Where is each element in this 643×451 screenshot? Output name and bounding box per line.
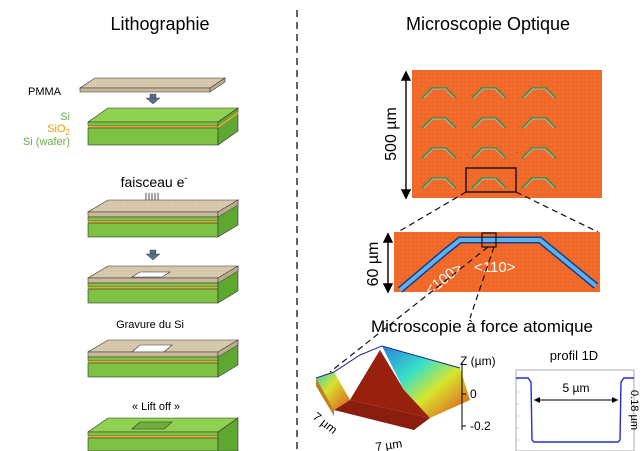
optical-title: Microscopie Optique bbox=[406, 14, 570, 34]
profile-width-label: 5 µm bbox=[563, 381, 590, 395]
scale-bar-60um bbox=[382, 232, 394, 294]
wafer-stack-exposure bbox=[86, 199, 240, 238]
afm-title: Microscopie à force atomique bbox=[371, 317, 593, 336]
scale-bar-500um bbox=[400, 70, 412, 200]
layer-label-wafer: Si (wafer) bbox=[23, 136, 70, 148]
pmma-sheet bbox=[79, 77, 226, 93]
wafer-stack-initial bbox=[87, 107, 239, 146]
direction-label-110: <110> bbox=[474, 259, 516, 276]
etch-label: Gravure du Si bbox=[116, 319, 184, 331]
layer-label-si: Si bbox=[60, 111, 70, 123]
lithography-title: Lithographie bbox=[110, 14, 209, 34]
pmma-label: PMMA bbox=[28, 86, 62, 98]
afm-z-tick-0: 0 bbox=[470, 387, 477, 401]
afm-3d-surface bbox=[315, 345, 470, 430]
zoom-line-afm-left bbox=[329, 246, 489, 373]
zoom-lines-optical bbox=[397, 191, 599, 233]
scale-label-500um: 500 µm bbox=[383, 107, 400, 161]
profile-depth-label: 0.18 µm bbox=[628, 390, 640, 430]
liftoff-label: « Lift off » bbox=[132, 401, 180, 413]
optical-image-zoom bbox=[394, 232, 600, 293]
afm-y-dim: 7 µm bbox=[374, 436, 403, 451]
afm-z-label: Z (µm) bbox=[460, 354, 496, 368]
profile-title: profil 1D bbox=[550, 348, 598, 363]
arrow-down-icon bbox=[145, 249, 161, 261]
scale-label-60um: 60 µm bbox=[365, 242, 382, 287]
wafer-stack-developed bbox=[86, 265, 240, 304]
wafer-stack-etched bbox=[86, 339, 240, 378]
wafer-stack-liftoff bbox=[87, 417, 239, 451]
arrow-down-icon bbox=[145, 93, 161, 105]
afm-x-dim: 7 µm bbox=[310, 409, 340, 437]
afm-z-tick-neg: -0.2 bbox=[470, 419, 491, 433]
layer-label-sio2: SiO2 bbox=[47, 123, 70, 137]
profile-plot bbox=[515, 369, 635, 451]
zoom-line-afm-right bbox=[469, 246, 495, 319]
beam-label: faisceau e- bbox=[121, 173, 188, 190]
optical-image-large bbox=[412, 70, 602, 198]
